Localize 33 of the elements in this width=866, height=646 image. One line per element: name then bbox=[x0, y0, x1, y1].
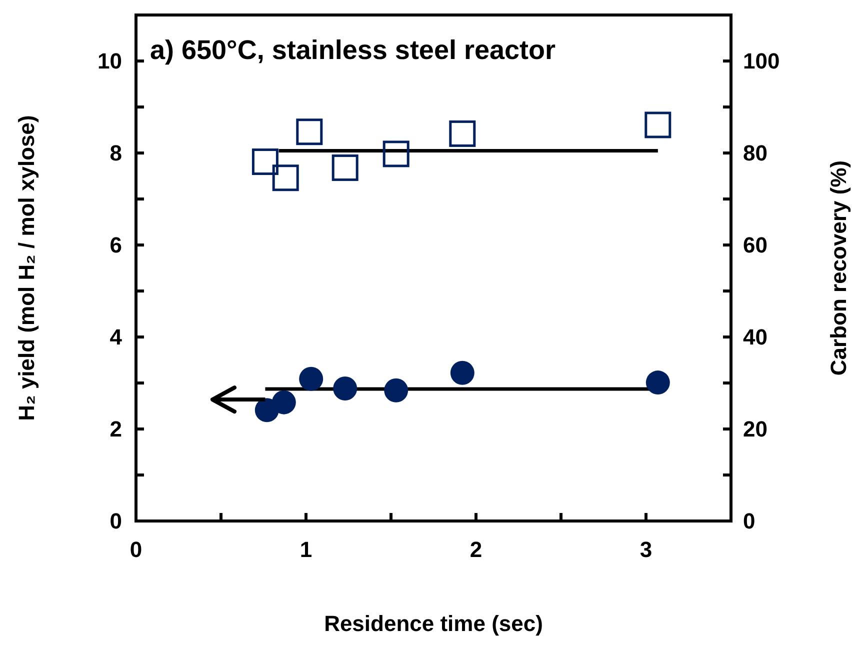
y-tick-label: 6 bbox=[110, 232, 122, 258]
y-tick-label: 10 bbox=[98, 48, 122, 74]
point bbox=[450, 360, 474, 385]
y2-tick-label: 100 bbox=[743, 48, 780, 74]
point bbox=[333, 376, 358, 401]
point bbox=[272, 164, 299, 192]
point bbox=[644, 112, 672, 138]
point bbox=[299, 366, 324, 391]
y2-tick-label: 0 bbox=[743, 508, 756, 534]
x-tick-label: 0 bbox=[130, 537, 142, 562]
y-tick-label: 0 bbox=[110, 508, 122, 534]
y-tick-label: 2 bbox=[110, 416, 122, 442]
x-tick-label: 2 bbox=[470, 537, 482, 562]
point bbox=[332, 154, 358, 181]
point bbox=[252, 148, 278, 175]
y2-tick-label: 20 bbox=[743, 416, 768, 442]
point bbox=[382, 140, 410, 168]
x-axis-title: Residence time (sec) bbox=[324, 611, 543, 636]
y2-tick-label: 40 bbox=[743, 324, 768, 350]
y2-tick-label: 60 bbox=[743, 232, 768, 258]
point bbox=[296, 118, 323, 146]
text: a) 650°C, stainless steel reactor bbox=[150, 35, 556, 65]
point bbox=[272, 390, 296, 414]
point bbox=[646, 370, 670, 395]
point bbox=[384, 378, 408, 402]
x-tick-label: 1 bbox=[300, 537, 312, 562]
y2-tick-label: 80 bbox=[743, 140, 768, 166]
y-axis-title: H₂ yield (mol H₂ / mol xylose) bbox=[14, 115, 39, 421]
point bbox=[449, 120, 476, 147]
y-tick-label: 4 bbox=[110, 324, 123, 350]
x-tick-label: 3 bbox=[640, 537, 652, 562]
y-tick-label: 8 bbox=[110, 140, 122, 166]
y2-axis-title: Carbon recovery (%) bbox=[826, 160, 851, 376]
